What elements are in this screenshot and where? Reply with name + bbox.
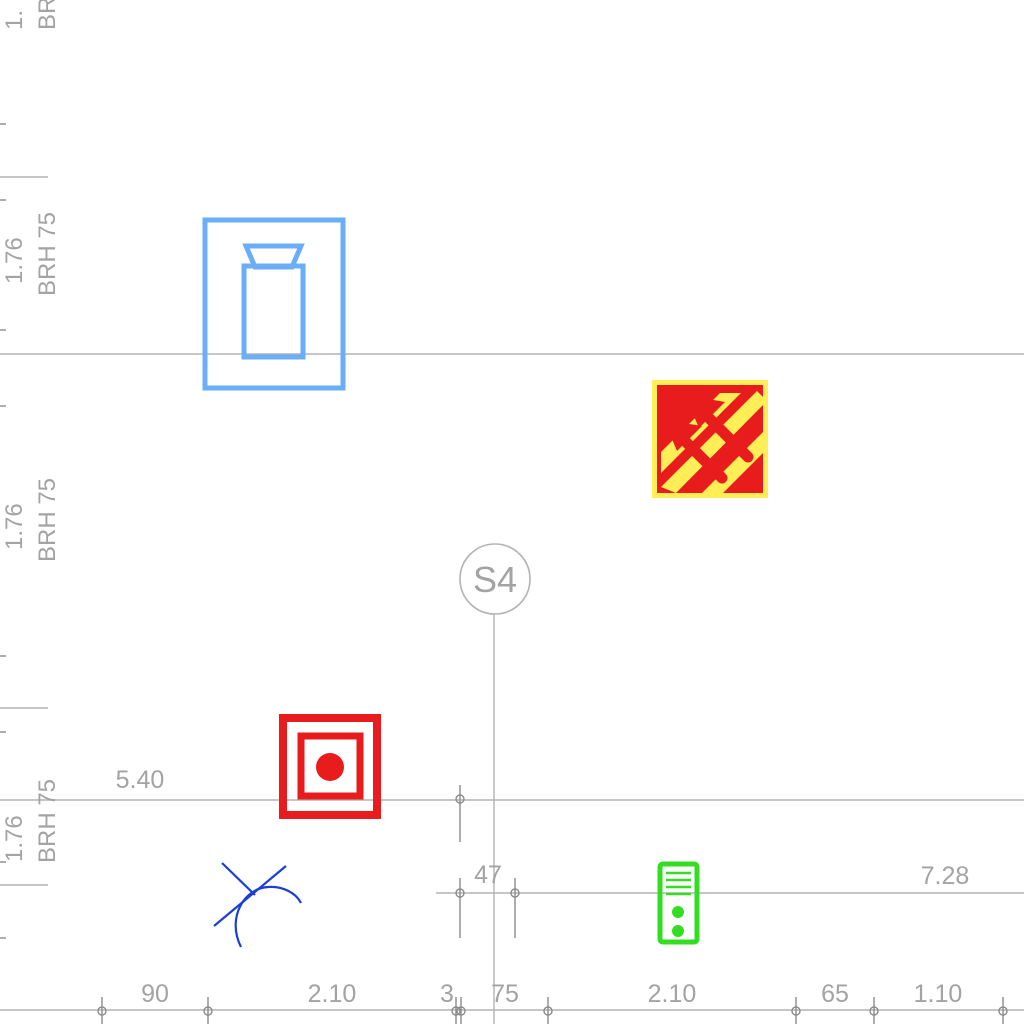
dimension-bottom-3: 3	[440, 980, 454, 1008]
axis-marker-s4: S4	[460, 544, 530, 614]
dimension-bottom-210-b: 2.10	[648, 980, 697, 1008]
dimension-bottom-210-a: 2.10	[308, 980, 357, 1008]
sprinkler-icon[interactable]	[214, 863, 301, 947]
dimension-540: 5.40	[116, 766, 165, 794]
wall-sill-label: BRH	[34, 0, 61, 30]
wall-sill-label: BRH 75	[34, 212, 61, 296]
wall-height-label: 1.76	[1, 237, 28, 284]
dimension-bottom-65: 65	[821, 980, 849, 1008]
dimension-bottom-90: 90	[141, 980, 169, 1008]
wall-height-label: 1.	[1, 10, 28, 30]
wall-label-3: 1.76 BRH 75	[1, 779, 61, 863]
axis-marker-label: S4	[473, 559, 517, 600]
wall-label-2: 1.76 BRH 75	[1, 478, 61, 562]
dimension-728: 7.28	[921, 862, 970, 890]
wall-label-top-partial: 1. BRH	[1, 0, 61, 30]
wall-height-label: 1.76	[1, 815, 28, 862]
dimension-bottom-110: 1.10	[914, 980, 963, 1008]
wall-label-1: 1.76 BRH 75	[1, 212, 61, 296]
dimension-bottom-75: 75	[491, 980, 519, 1008]
grid-lines	[0, 177, 1024, 1024]
smoke-extraction-icon[interactable]	[205, 220, 343, 388]
wall-sill-label: BRH 75	[34, 779, 61, 863]
fire-escape-direction-icon[interactable]	[652, 380, 768, 498]
emergency-lighting-panel-icon[interactable]	[660, 864, 697, 942]
wall-height-label: 1.76	[1, 503, 28, 550]
dimension-texts: 5.40 47 7.28 90 2.10 3 75 2.10 65 1.10	[116, 766, 970, 1008]
dimension-47: 47	[474, 861, 502, 889]
wall-sill-label: BRH 75	[34, 478, 61, 562]
